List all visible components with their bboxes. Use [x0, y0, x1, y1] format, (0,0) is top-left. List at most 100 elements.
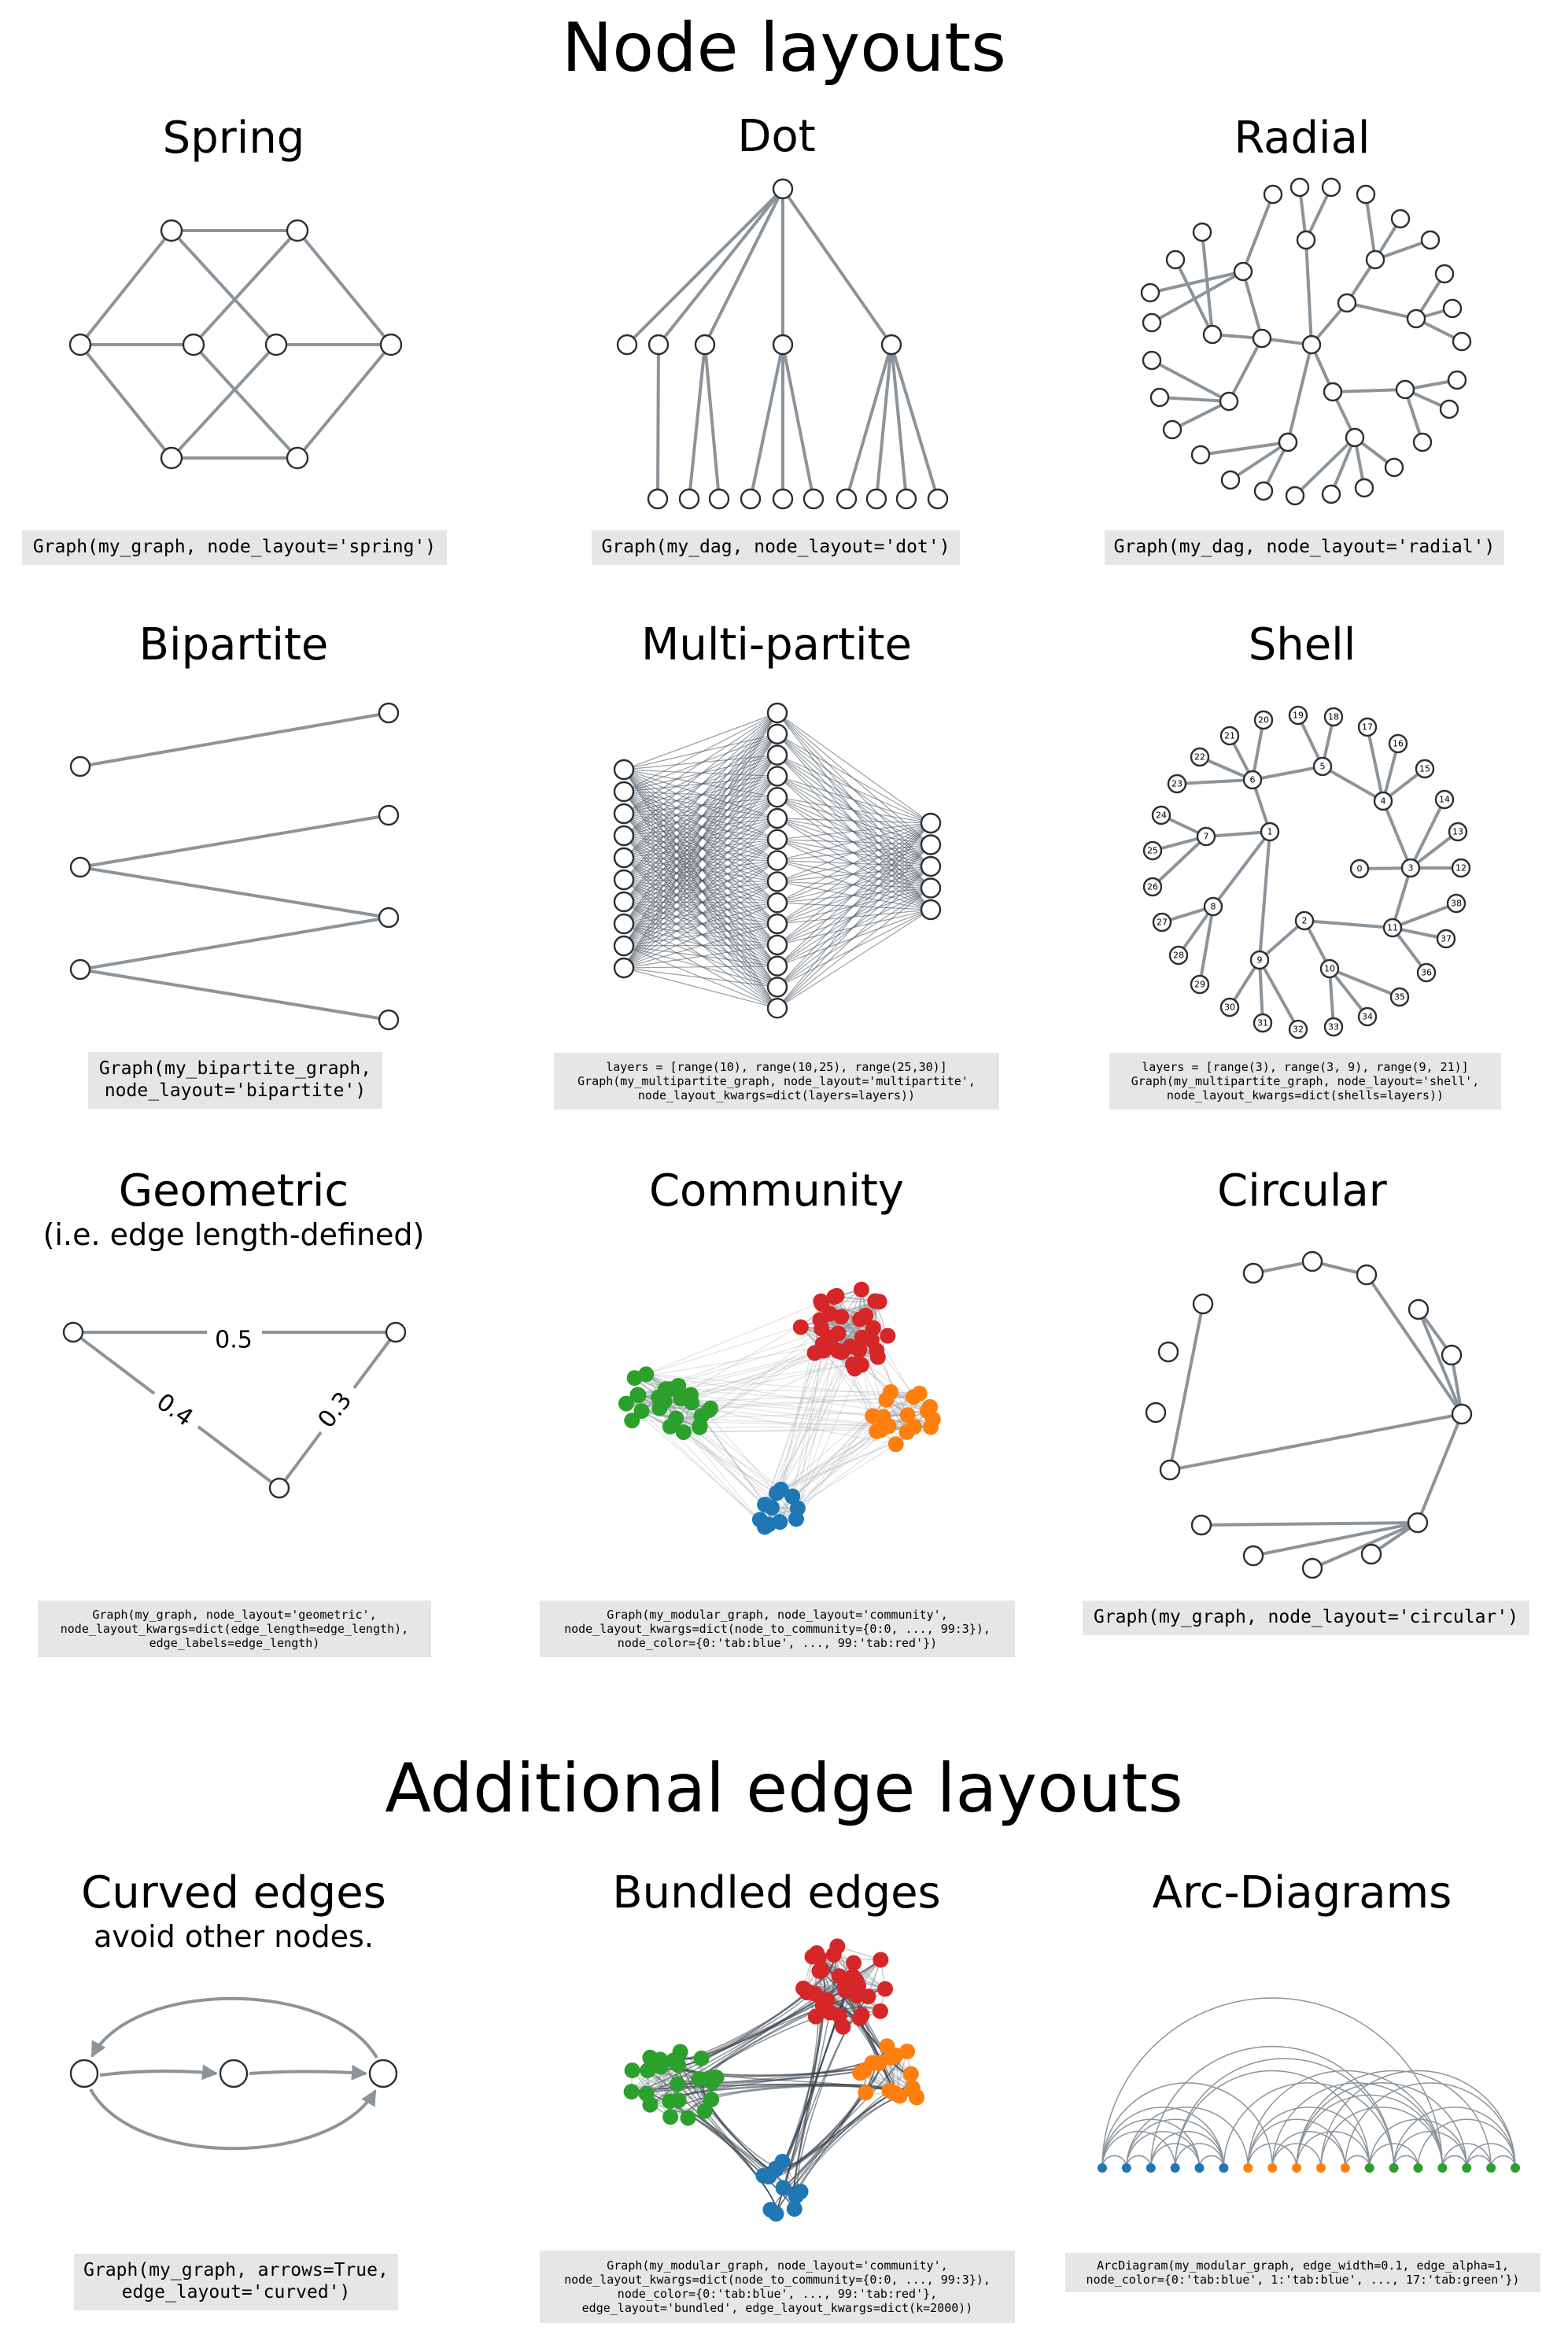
edge-label-0.5: 0.5: [215, 1327, 253, 1354]
community-node: [830, 1325, 847, 1342]
community-node: [869, 1423, 885, 1439]
multipartite-node: [613, 803, 635, 825]
shell-node: [1288, 705, 1308, 726]
radial-node: [1285, 486, 1305, 506]
subtitle-geometric: (i.e. edge length-defined): [42, 1217, 425, 1252]
inter-edge: [780, 1350, 825, 1490]
dot-edge: [625, 187, 784, 346]
arc-node: [1170, 2163, 1180, 2173]
arc-edge: [1417, 2118, 1516, 2169]
geometric-edge: [72, 1331, 156, 1395]
geometric-edge: [278, 1431, 323, 1490]
multipartite-node: [613, 847, 635, 869]
dot-graph: [616, 178, 949, 510]
community-node: [812, 1312, 828, 1328]
code-arc: ArcDiagram(my_modular_graph, edge_width=…: [1065, 2253, 1540, 2292]
circular-edge: [1169, 1413, 1463, 1472]
spring-node: [68, 333, 92, 356]
title-bipartite: Bipartite: [138, 619, 329, 670]
shell-node: [1416, 962, 1437, 983]
multipartite-edge: [623, 967, 778, 988]
bipartite-node: [69, 958, 91, 980]
geometric-node: [385, 1321, 407, 1343]
intra-edge: [837, 1289, 862, 1351]
multipartite-edge: [777, 818, 932, 824]
shell-node: [1357, 1006, 1378, 1027]
shell-node-label: 9: [1257, 955, 1263, 966]
multipartite-node: [613, 759, 635, 781]
community-node: [867, 1293, 884, 1309]
inter-edge: [795, 1343, 824, 1520]
dot-node: [865, 488, 887, 510]
community-node: [775, 2180, 791, 2196]
arc-node: [1486, 2163, 1496, 2173]
community-node: [618, 1395, 634, 1412]
arc-node: [1194, 2163, 1205, 2173]
spring-node: [379, 333, 403, 356]
community-node: [856, 2062, 873, 2079]
radial-node: [1278, 432, 1298, 452]
multipartite-edge: [623, 712, 778, 770]
shell-graph: 0123456789101112131415161718192021222324…: [1142, 705, 1471, 1040]
heading-edge-layouts: Additional edge layouts: [385, 1749, 1183, 1828]
dot-node: [647, 334, 670, 356]
radial-edge: [1229, 441, 1289, 482]
heading-node-layouts: Node layouts: [562, 9, 1006, 87]
shell-node-label: 14: [1439, 795, 1450, 805]
multipartite-edge: [623, 967, 778, 1009]
shell-node-label: 31: [1257, 1018, 1268, 1028]
shell-edge: [1252, 765, 1323, 781]
community-node: [670, 2092, 687, 2109]
radial-node: [1301, 334, 1322, 355]
circular-node: [1356, 1264, 1378, 1286]
inter-edge: [780, 1303, 823, 1490]
multipartite-node: [613, 935, 635, 957]
bipartite-node: [69, 856, 91, 878]
shell-edge: [1329, 967, 1400, 999]
multipartite-edge: [777, 733, 932, 824]
radial-edge: [1149, 270, 1244, 294]
radial-node: [1149, 387, 1170, 408]
community-node: [768, 2206, 784, 2222]
intra-edge: [861, 1289, 889, 1336]
geometric-node: [62, 1321, 84, 1343]
multipartite-node: [766, 744, 788, 766]
arc-edge: [1368, 2143, 1419, 2169]
community-node: [860, 1989, 876, 2005]
shell-node-label: 30: [1224, 1003, 1235, 1013]
inter-edge: [780, 1429, 881, 1490]
community-node: [848, 1973, 865, 1989]
community-node: [792, 2184, 809, 2200]
spring-node: [286, 446, 309, 470]
title-shell: Shell: [1248, 619, 1356, 670]
shell-edge: [1258, 959, 1300, 1030]
circular-node: [1301, 1250, 1323, 1272]
shell-node-label: 3: [1408, 863, 1414, 873]
community-node: [708, 2070, 725, 2086]
multipartite-edge: [623, 712, 778, 814]
multipartite-edge: [623, 733, 778, 969]
spring-edge: [192, 229, 299, 346]
spring-edge: [296, 343, 393, 460]
circular-graph: [1145, 1250, 1473, 1579]
radial-node: [1439, 399, 1459, 419]
bipartite-edge: [79, 866, 389, 919]
inter-edge: [764, 1346, 823, 1505]
radial-edge: [1293, 436, 1356, 497]
inter-edge: [776, 1410, 928, 1494]
circular-edge: [1417, 1309, 1463, 1415]
shell-node-label: 26: [1147, 882, 1158, 892]
arc-edge: [1247, 2107, 1371, 2169]
community-node: [906, 1418, 922, 1435]
multipartite-node: [766, 977, 788, 998]
arc-node: [1413, 2163, 1423, 2173]
intra-edge: [625, 1402, 677, 1420]
multipartite-edge: [777, 822, 932, 903]
community-node: [858, 2085, 874, 2101]
community-node: [653, 2059, 670, 2075]
arc-edge: [1247, 2070, 1444, 2169]
multipartite-edge: [623, 923, 778, 969]
community-node: [633, 1403, 650, 1420]
multipartite-edge: [777, 755, 932, 824]
community-node: [833, 1309, 850, 1325]
